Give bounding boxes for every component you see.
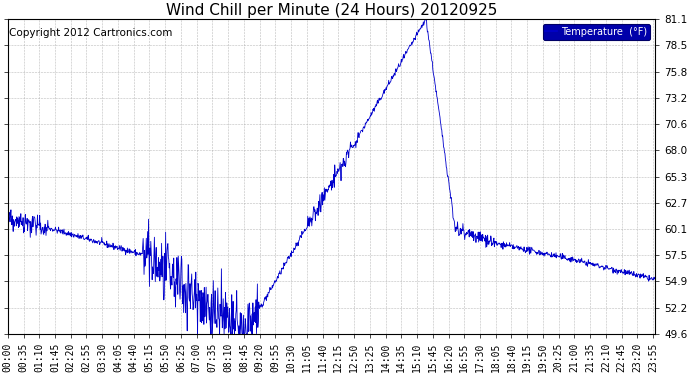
Legend: Temperature  (°F): Temperature (°F): [542, 24, 650, 40]
Text: Copyright 2012 Cartronics.com: Copyright 2012 Cartronics.com: [9, 28, 172, 38]
Title: Wind Chill per Minute (24 Hours) 20120925: Wind Chill per Minute (24 Hours) 2012092…: [166, 3, 497, 18]
